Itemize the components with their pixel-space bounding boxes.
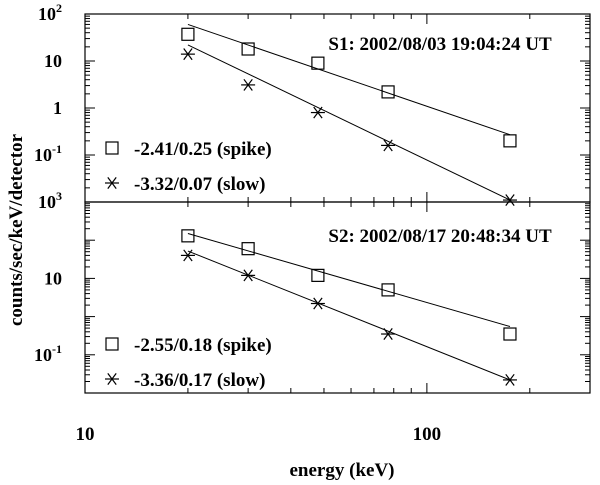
plot-frame — [84, 201, 591, 394]
panel-s2: 103 10 10-1 -2.55/0.18 (spike) -3.36/0.17 (s… — [34, 189, 591, 394]
y-tick-label: 10 — [44, 51, 62, 71]
legend-square-icon — [105, 141, 119, 155]
data-point-square — [241, 242, 255, 256]
data-point-asterisk — [310, 297, 325, 310]
x-tick-label: 100 — [413, 424, 442, 445]
y-tick-label: 103 — [38, 189, 62, 212]
data-point-square — [503, 327, 517, 341]
panel-s1: 102 10 1 10-1 -2.41/0.25 (spike) -3.32/0.07 (… — [34, 1, 591, 207]
x-axis-tick-labels: 10 100 — [76, 424, 442, 445]
legend-asterisk-icon — [105, 177, 119, 189]
data-point-asterisk — [381, 328, 396, 340]
legend-label: -2.41/0.25 (spike) — [134, 139, 272, 160]
y-tick-label: 10-1 — [34, 142, 62, 165]
y-tick-label: 102 — [38, 1, 62, 24]
legend-square-icon — [105, 337, 119, 351]
data-point-asterisk — [180, 48, 195, 61]
fit-line-asterisk — [187, 250, 511, 381]
y-tick-label: 10-1 — [34, 342, 62, 365]
fit-line-square — [187, 232, 511, 327]
data-point-asterisk — [381, 139, 396, 152]
data-point-square — [181, 229, 195, 243]
fit-line-asterisk — [187, 44, 511, 201]
y-tick-label: 10 — [44, 268, 62, 288]
data-point-asterisk — [502, 373, 517, 386]
data-point-asterisk — [180, 249, 195, 262]
data-point-asterisk — [241, 78, 256, 91]
data-point-square — [311, 268, 325, 282]
y-tick-label: 1 — [53, 98, 62, 118]
y-axis-title: counts/sec/keV/detector — [6, 133, 27, 326]
data-point-asterisk — [310, 106, 325, 119]
data-point-square — [181, 27, 195, 41]
data-point-square — [311, 56, 325, 70]
data-point-asterisk — [502, 194, 517, 207]
data-point-square — [381, 85, 395, 99]
legend-label: -3.36/0.17 (slow) — [134, 370, 265, 391]
data-point-square — [381, 283, 395, 297]
data-point-square — [241, 42, 255, 56]
panel-title: S1: 2002/08/03 19:04:24 UT — [328, 34, 552, 55]
legend-label: -3.32/0.07 (slow) — [134, 174, 265, 195]
legend-asterisk-icon — [105, 373, 119, 385]
x-tick-label: 10 — [76, 424, 95, 445]
data-point-square — [503, 134, 517, 148]
data-point-asterisk — [241, 269, 256, 282]
panel-title: S2: 2002/08/17 20:48:34 UT — [328, 226, 552, 247]
x-axis-title: energy (keV) — [290, 460, 395, 481]
legend-label: -2.55/0.18 (spike) — [134, 335, 272, 356]
